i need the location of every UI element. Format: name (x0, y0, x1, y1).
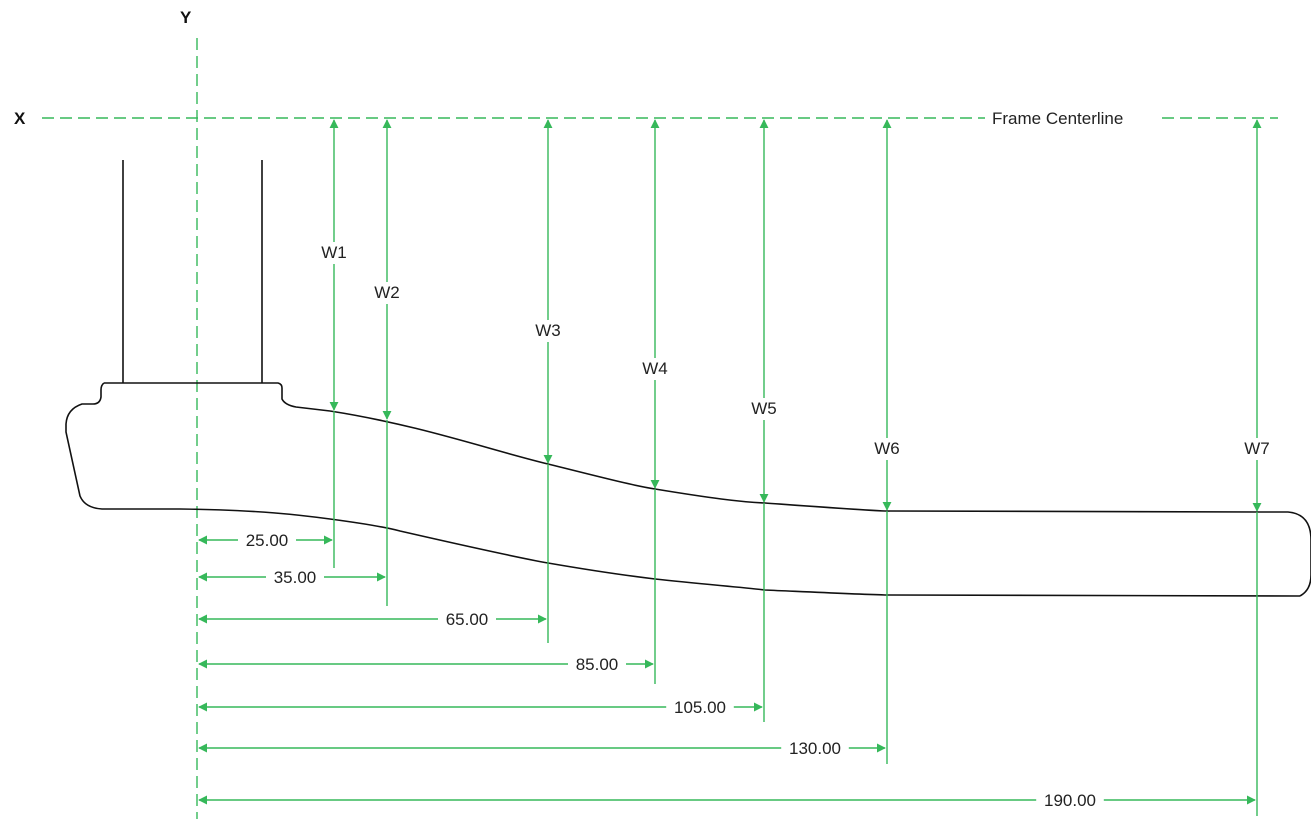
width-label-w5: W5 (751, 399, 777, 418)
width-label-background (639, 358, 671, 380)
width-label-background (371, 282, 403, 304)
distance-label-w6: 130.00 (789, 739, 841, 758)
distance-label-background (238, 529, 296, 551)
width-label-background (748, 398, 780, 420)
frame-rail-end-cap (1260, 511, 1311, 597)
distance-label-background (568, 653, 626, 675)
distance-label-w3: 65.00 (446, 610, 489, 629)
distance-label-background (1036, 789, 1104, 811)
distance-label-background (266, 566, 324, 588)
width-label-background (532, 320, 564, 342)
distance-label-w7: 190.00 (1044, 791, 1096, 810)
frame-bracket-top (104, 382, 331, 412)
frame-bracket-nose (65, 382, 180, 510)
distance-label-background (781, 737, 849, 759)
width-label-background (1241, 438, 1273, 460)
frame-rail-lower-edge (179, 508, 1301, 597)
distance-label-w5: 105.00 (674, 698, 726, 717)
dimension-annotations: W1 25.00 W2 35.00 W3 65.00 W4 85.00 W5 105.00 W6 13… (198, 119, 1273, 816)
distance-label-w2: 35.00 (274, 568, 317, 587)
frame-rail-upper-edge (329, 410, 1261, 513)
x-axis-label: X (14, 109, 26, 128)
distance-label-background (438, 608, 496, 630)
width-label-w4: W4 (642, 359, 668, 378)
width-label-w6: W6 (874, 439, 900, 458)
width-label-w7: W7 (1244, 439, 1270, 458)
width-label-w2: W2 (374, 283, 400, 302)
distance-label-w4: 85.00 (576, 655, 619, 674)
distance-label-w1: 25.00 (246, 531, 289, 550)
centerline-label: Frame Centerline (992, 109, 1123, 128)
width-label-w3: W3 (535, 321, 561, 340)
y-axis-label: Y (180, 8, 192, 27)
width-label-background (318, 242, 350, 264)
distance-label-background (666, 696, 734, 718)
width-label-w1: W1 (321, 243, 347, 262)
width-label-background (871, 438, 903, 460)
